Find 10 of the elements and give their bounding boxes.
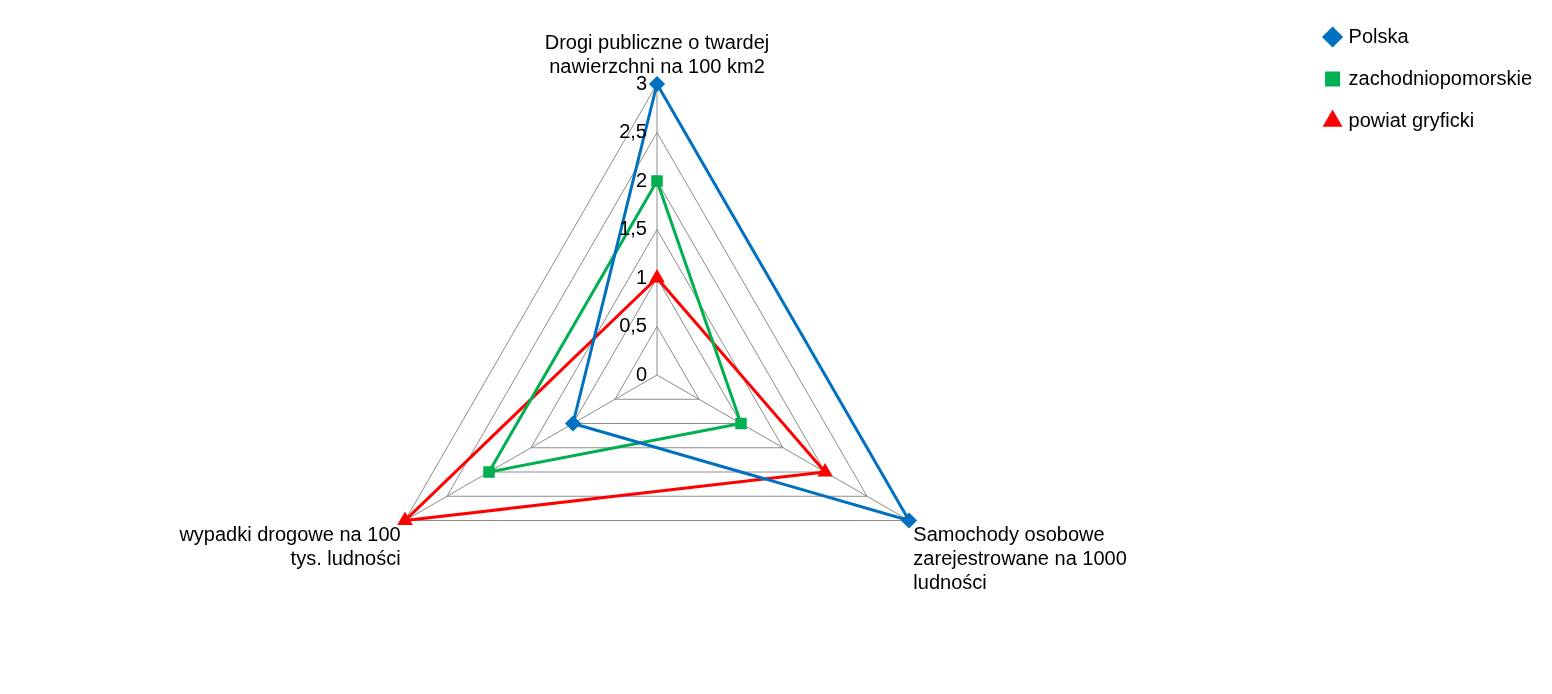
spoke-label: wypadki drogowe na 100 tys. ludności: [178, 522, 401, 569]
y-tick-label: 0,5: [619, 314, 647, 337]
y-tick-label: 2: [635, 168, 647, 191]
y-tick-label: 1: [635, 265, 647, 288]
legend-label: powiat gryficki: [1348, 108, 1475, 131]
y-tick-label: 0: [635, 362, 647, 385]
spoke-label: Samochody osobowe zarejestrowane na 1000 ludności: [913, 522, 1127, 593]
legend-label: Polska: [1348, 24, 1410, 47]
spoke-label: Drogi publiczne o twardej nawierzchni na 100 km2: [544, 30, 770, 77]
legend-label: zachodniopomorskie: [1348, 66, 1532, 89]
